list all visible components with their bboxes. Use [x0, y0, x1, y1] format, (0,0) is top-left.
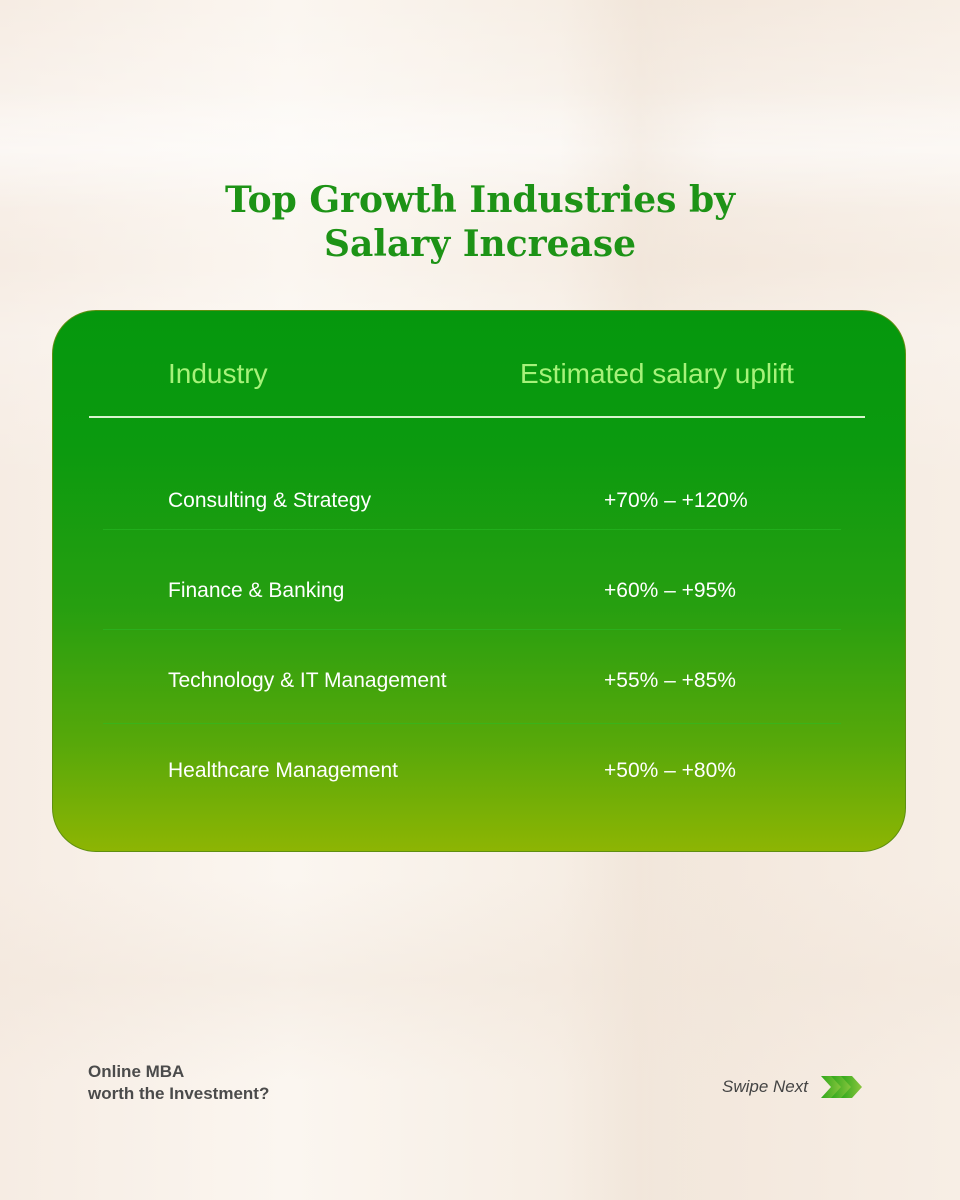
industry-cell: Technology & IT Management — [168, 669, 447, 692]
header-divider — [89, 416, 865, 418]
page-title: Top Growth Industries by Salary Increase — [0, 178, 960, 266]
page-title-line-1: Top Growth Industries by — [224, 179, 736, 221]
table-row: Consulting & Strategy +70% – +120% — [53, 486, 905, 516]
footer-caption-line-2: worth the Investment? — [88, 1084, 270, 1103]
row-divider — [103, 529, 841, 530]
industry-column-header: Industry — [168, 358, 268, 389]
table-row: Technology & IT Management +55% – +85% — [53, 666, 905, 696]
background-haze-bottom — [0, 880, 960, 1080]
industry-cell: Finance & Banking — [168, 579, 345, 602]
uplift-cell: +55% – +85% — [604, 669, 736, 692]
table-row: Healthcare Management +50% – +80% — [53, 756, 905, 786]
table-row: Finance & Banking +60% – +95% — [53, 576, 905, 606]
footer-caption-line-1: Online MBA — [88, 1062, 185, 1081]
table-header-row: Industry Estimated salary uplift — [53, 311, 905, 417]
footer-caption: Online MBA worth the Investment? — [88, 1061, 269, 1105]
uplift-cell: +70% – +120% — [604, 489, 748, 512]
row-divider — [103, 629, 841, 630]
salary-table-card: Industry Estimated salary uplift Consult… — [52, 310, 906, 852]
industry-cell: Healthcare Management — [168, 759, 398, 782]
uplift-cell: +50% – +80% — [604, 759, 736, 782]
uplift-cell: +60% – +95% — [604, 579, 736, 602]
row-divider — [103, 723, 841, 724]
triple-chevron-right-icon — [820, 1076, 862, 1098]
uplift-column-header: Estimated salary uplift — [520, 358, 794, 389]
swipe-next-label: Swipe Next — [722, 1077, 808, 1096]
page-title-line-2: Salary Increase — [323, 223, 637, 265]
industry-cell: Consulting & Strategy — [168, 489, 372, 512]
swipe-next-button[interactable]: Swipe Next — [722, 1074, 864, 1100]
